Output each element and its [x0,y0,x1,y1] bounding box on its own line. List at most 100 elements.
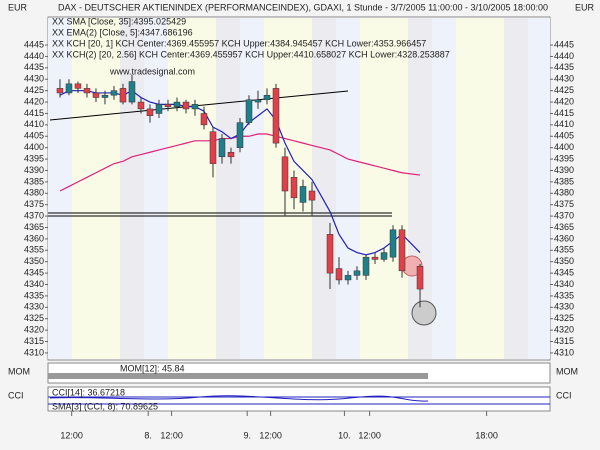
y-tick-label: 4310 [24,347,44,357]
y-tick-label: 4430 [24,74,44,84]
y-tick-label: 4385 [24,176,44,186]
chart-title: DAX - DEUTSCHER AKTIENINDEX (PERFORMANCE… [58,2,548,12]
candle-body [353,270,361,276]
session-band [360,18,384,359]
candle-body [263,94,271,101]
y-tick-label: 4410 [24,119,44,129]
y-tick-label: 4440 [554,51,574,61]
session-band [192,18,216,359]
y-tick-label: 4330 [24,302,44,312]
y-tick-label: 4430 [554,74,574,84]
candle-body [182,101,190,110]
y-tick-label: 4360 [24,233,44,243]
currency-left: EUR [8,2,28,12]
session-band [216,18,240,359]
candle-body [272,88,280,144]
y-tick-label: 4350 [24,256,44,266]
x-tick-label: 9. [243,430,251,440]
session-band [240,18,264,359]
session-band [96,18,120,359]
candle-body [227,151,235,158]
y-tick-label: 4315 [554,336,574,346]
candle-body [191,104,199,110]
y-tick-label: 4325 [554,313,574,323]
candle-body [128,81,136,103]
y-tick-label: 4380 [24,188,44,198]
y-tick-label: 4310 [554,347,574,357]
watermark: www.tradesignal.com [109,66,195,76]
candle-body [344,275,352,281]
y-tick-label: 4385 [554,176,574,186]
session-band [384,18,408,359]
y-tick-label: 4390 [554,165,574,175]
candle-body [254,99,262,103]
session-band [48,18,72,359]
y-tick-label: 4425 [554,85,574,95]
x-tick-label: 18:00 [475,430,498,440]
candle-body [389,229,397,258]
y-tick-label: 4445 [24,39,44,49]
session-band [144,18,168,359]
candle-body [398,229,406,272]
session-band [456,18,480,359]
highlight-circle [411,300,437,326]
y-tick-label: 4365 [554,222,574,232]
y-tick-label: 4340 [24,279,44,289]
y-tick-label: 4335 [24,290,44,300]
y-tick-label: 4440 [24,51,44,61]
candle-body [209,131,217,164]
y-tick-label: 4375 [24,199,44,209]
y-tick-label: 4320 [554,324,574,334]
candle-body [416,266,424,290]
y-tick-label: 4445 [554,39,574,49]
y-tick-label: 4415 [554,108,574,118]
candle-body [65,83,73,94]
candle-body [92,92,100,98]
x-tick-label: 10. [338,430,351,440]
y-tick-label: 4370 [554,210,574,220]
y-tick-label: 4435 [554,62,574,72]
y-tick-label: 4395 [554,153,574,163]
candle-body [380,252,388,260]
y-tick-label: 4340 [554,279,574,289]
x-tick-label: 12:00 [160,430,183,440]
mom-bars [48,373,428,379]
session-band [312,18,336,359]
legend-entry: XX KCH(2) [20, 2.56] KCH Center:4369.455… [52,49,450,59]
candle-body [101,94,109,98]
session-band [528,18,550,359]
panel-label: CCI[14]: 36.67218 [52,387,125,397]
candle-body [164,104,172,107]
candle-body [56,88,64,94]
y-tick-label: 4355 [554,245,574,255]
y-tick-label: 4410 [554,119,574,129]
candle-body [245,99,253,123]
x-tick-label: 12:00 [259,430,282,440]
y-tick-label: 4335 [554,290,574,300]
panel-label: MOM[12]: 45.84 [120,363,185,373]
x-tick-label: 12:00 [358,430,381,440]
candle-body [74,83,82,89]
candle-body [83,88,91,94]
y-tick-label: 4405 [554,131,574,141]
y-tick-label: 4360 [554,233,574,243]
y-tick-label: 4315 [24,336,44,346]
candle-body [200,113,208,126]
y-tick-label: 4330 [554,302,574,312]
y-tick-label: 4365 [24,222,44,232]
legend-entry: XX EMA(2) [Close, 5]:4347.686196 [52,27,193,37]
y-tick-label: 4405 [24,131,44,141]
y-tick-label: 4395 [24,153,44,163]
candle-body [335,268,343,281]
y-tick-label: 4380 [554,188,574,198]
y-tick-label: 4390 [24,165,44,175]
y-tick-label: 4350 [554,256,574,266]
candle-body [137,101,145,110]
y-tick-label: 4415 [24,108,44,118]
session-band [168,18,192,359]
y-tick-label: 4345 [24,267,44,277]
candle-body [326,234,334,274]
candle-body [173,101,181,107]
candle-body [110,90,118,96]
